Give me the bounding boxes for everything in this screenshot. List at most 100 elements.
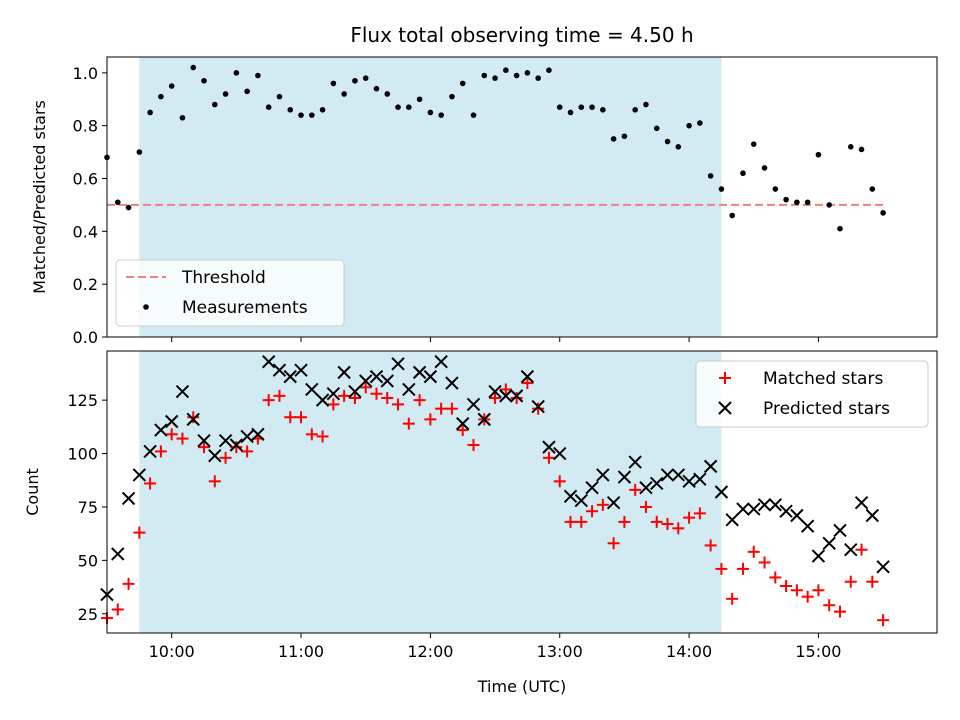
bottom-x-ticks: 10:00 11:00 12:00 13:00 14:00 15:00 bbox=[149, 633, 841, 661]
legend-measurements-swatch bbox=[143, 304, 149, 310]
predicted-star-point bbox=[391, 357, 405, 371]
matched-star-point bbox=[327, 398, 340, 411]
matched-star-point bbox=[413, 394, 426, 407]
predicted-star-point bbox=[660, 468, 675, 482]
top-legend-box bbox=[115, 259, 345, 327]
predicted-star-point bbox=[261, 354, 276, 369]
measurement-point bbox=[168, 83, 175, 89]
measurement-point bbox=[222, 91, 229, 97]
predicted-star-point bbox=[531, 399, 545, 414]
bottom-y-tick-label: 125 bbox=[67, 391, 98, 410]
predicted-star-point bbox=[682, 474, 696, 489]
measurement-point bbox=[459, 80, 466, 87]
measurement-point bbox=[114, 199, 121, 206]
predicted-star-point bbox=[477, 412, 491, 427]
matched-stars-points bbox=[101, 377, 890, 627]
measurement-point bbox=[600, 107, 606, 113]
matched-star-point bbox=[359, 381, 372, 394]
measurement-point bbox=[567, 109, 574, 116]
predicted-star-point bbox=[703, 459, 718, 474]
matched-star-point bbox=[241, 445, 254, 458]
predicted-star-point bbox=[790, 508, 804, 523]
bottom-x-tick-label: 10:00 bbox=[149, 642, 195, 661]
measurement-point bbox=[190, 64, 197, 71]
measurement-point bbox=[287, 107, 294, 113]
top-y-tick-label: 0.4 bbox=[73, 222, 98, 241]
predicted-star-point bbox=[294, 363, 308, 377]
measurement-point bbox=[481, 72, 488, 79]
predicted-star-point bbox=[811, 549, 826, 563]
measurement-point bbox=[718, 186, 725, 192]
predicted-star-point bbox=[358, 374, 373, 388]
matched-star-point bbox=[154, 445, 167, 458]
top-panel: 0.0 0.2 0.4 0.6 0.8 1.0 Matched/Predicted sta… bbox=[30, 56, 938, 347]
matched-star-point bbox=[877, 614, 890, 627]
predicted-star-point bbox=[800, 519, 815, 533]
measurement-point bbox=[556, 104, 563, 110]
matched-star-point bbox=[381, 392, 394, 404]
bottom-y-tick-label: 75 bbox=[78, 498, 98, 517]
matched-star-point bbox=[672, 522, 685, 535]
top-legend: Threshold Measurements bbox=[115, 259, 345, 327]
matched-star-point bbox=[769, 571, 782, 584]
measurement-point bbox=[869, 186, 876, 192]
matched-star-point bbox=[456, 424, 469, 437]
matched-star-point bbox=[133, 526, 146, 539]
measurement-point bbox=[524, 70, 531, 76]
measurement-point bbox=[265, 104, 272, 110]
measurement-point bbox=[610, 136, 617, 142]
matched-star-point bbox=[510, 392, 523, 404]
predicted-star-point bbox=[488, 384, 502, 399]
predicted-star-point bbox=[456, 416, 470, 431]
predicted-star-point bbox=[423, 369, 438, 384]
predicted-star-point bbox=[445, 376, 459, 390]
predicted-star-point bbox=[628, 455, 642, 469]
matched-star-point bbox=[790, 584, 803, 597]
matched-star-point bbox=[650, 515, 663, 528]
legend-threshold-label: Threshold bbox=[181, 268, 266, 288]
matched-star-point bbox=[575, 515, 588, 528]
predicted-star-point bbox=[671, 468, 686, 482]
measurement-point bbox=[427, 109, 434, 116]
measurement-point bbox=[513, 72, 520, 79]
predicted-star-point bbox=[272, 363, 287, 377]
bottom-x-tick-label: 15:00 bbox=[795, 642, 841, 661]
matched-star-point bbox=[402, 417, 415, 430]
predicted-star-point bbox=[520, 369, 535, 384]
predicted-star-point bbox=[725, 513, 739, 527]
bottom-highlight-span bbox=[139, 351, 722, 633]
measurement-point bbox=[653, 125, 660, 132]
legend-measurements-label: Measurements bbox=[182, 298, 308, 318]
measurement-point bbox=[880, 210, 886, 216]
measurement-point bbox=[352, 77, 358, 84]
predicted-stars-points bbox=[100, 354, 890, 602]
matched-star-point bbox=[715, 562, 728, 575]
matched-star-point bbox=[812, 584, 825, 597]
measurement-point bbox=[686, 122, 692, 129]
predicted-star-point bbox=[876, 560, 890, 574]
matched-star-point bbox=[198, 441, 211, 454]
top-y-tick-label: 0.2 bbox=[73, 275, 98, 294]
measurements-points bbox=[104, 64, 886, 232]
measurement-point bbox=[319, 107, 326, 113]
measurement-point bbox=[158, 93, 164, 100]
bottom-x-tick-label: 12:00 bbox=[407, 642, 453, 661]
predicted-star-point bbox=[553, 446, 567, 461]
matched-star-point bbox=[704, 539, 717, 552]
legend-matched-swatch bbox=[719, 372, 731, 384]
top-y-tick-label: 0.0 bbox=[73, 328, 98, 347]
predicted-star-point bbox=[111, 547, 125, 561]
measurement-point bbox=[826, 202, 833, 208]
measurement-point bbox=[675, 144, 682, 150]
predicted-star-point bbox=[563, 489, 578, 503]
top-y-tick-label: 0.6 bbox=[73, 170, 98, 189]
predicted-star-point bbox=[822, 536, 836, 550]
measurement-point bbox=[362, 75, 369, 81]
predicted-star-point bbox=[779, 504, 793, 518]
predicted-star-point bbox=[499, 389, 513, 403]
predicted-star-point bbox=[747, 502, 761, 516]
measurement-point bbox=[503, 67, 509, 74]
measurement-point bbox=[772, 186, 779, 192]
bottom-x-tick-label: 11:00 bbox=[278, 642, 324, 661]
measurement-point bbox=[136, 149, 143, 155]
